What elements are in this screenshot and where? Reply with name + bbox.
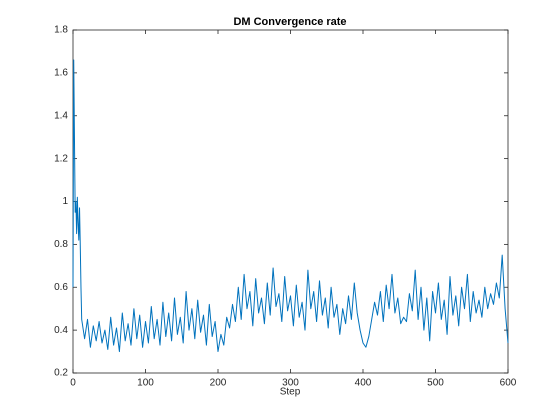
y-tick-label: 0.8 — [54, 239, 68, 250]
x-axis-label: Step — [280, 387, 301, 398]
y-tick-label: 0.4 — [54, 325, 68, 336]
x-tick-label: 0 — [70, 378, 76, 389]
y-tick-label: 1 — [62, 196, 68, 207]
x-tick-label: 600 — [500, 378, 517, 389]
x-tick-label: 400 — [355, 378, 372, 389]
y-tick-label: 1.8 — [54, 25, 68, 36]
x-tick-label: 200 — [210, 378, 227, 389]
chart-title: DM Convergence rate — [233, 16, 346, 28]
plot-area — [72, 29, 509, 374]
y-tick-label: 0.2 — [54, 368, 68, 379]
y-tick-label: 1.2 — [54, 153, 68, 164]
y-tick-label: 1.6 — [54, 68, 68, 79]
y-tick-label: 1.4 — [54, 110, 68, 121]
x-tick-label: 500 — [427, 378, 444, 389]
x-tick-label: 300 — [282, 378, 299, 389]
y-tick-label: 0.6 — [54, 282, 68, 293]
x-tick-label: 100 — [137, 378, 154, 389]
data-line — [72, 59, 509, 353]
